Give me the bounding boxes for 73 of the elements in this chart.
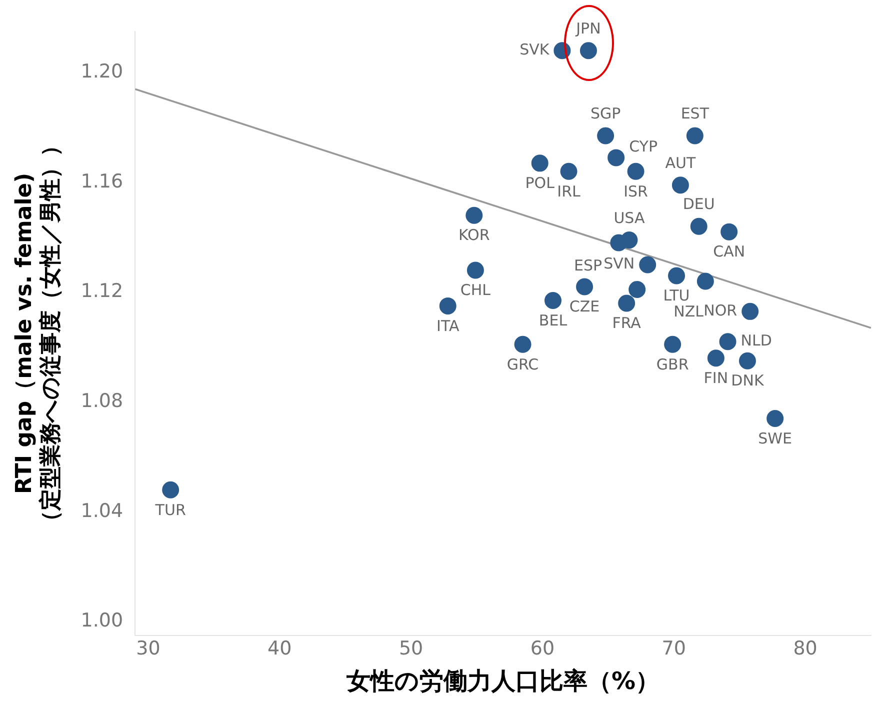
y-tick-label: 1.00 bbox=[80, 610, 124, 632]
point bbox=[696, 272, 714, 290]
point bbox=[620, 232, 638, 249]
point bbox=[719, 333, 736, 350]
annotation: NOR bbox=[704, 301, 738, 320]
y-axis-title: RTI gap（male vs. female) （定型業務への従事度（女性／男性）） bbox=[12, 134, 64, 532]
y-tick-label: 1.20 bbox=[80, 60, 124, 83]
point bbox=[668, 267, 686, 284]
annotation: CHL bbox=[460, 281, 492, 300]
annotation: LTU bbox=[663, 286, 690, 305]
annotation: BEL bbox=[538, 311, 568, 330]
y-tick-label: 1.16 bbox=[80, 170, 124, 192]
annotation: FRA bbox=[612, 314, 642, 332]
point bbox=[664, 336, 682, 353]
annotation: TUR bbox=[154, 500, 186, 519]
annotation: NZL bbox=[674, 302, 704, 321]
point bbox=[672, 176, 689, 194]
point bbox=[628, 280, 646, 298]
point bbox=[618, 294, 636, 312]
point bbox=[466, 262, 484, 279]
annotation: GRC bbox=[506, 355, 539, 374]
point bbox=[690, 218, 708, 235]
annotation: NLD bbox=[740, 332, 772, 350]
point bbox=[597, 127, 614, 144]
y-tick-label: 1.12 bbox=[80, 280, 124, 302]
point bbox=[439, 297, 456, 314]
point bbox=[766, 410, 784, 428]
annotation: SWE bbox=[758, 429, 792, 448]
point bbox=[580, 42, 597, 60]
annotation: DNK bbox=[731, 372, 765, 390]
annotation: DEU bbox=[682, 195, 715, 214]
annotation: ESP bbox=[574, 256, 602, 275]
y-tick-label: 1.08 bbox=[80, 390, 124, 412]
annotation: SVK bbox=[520, 40, 550, 59]
point bbox=[686, 127, 704, 144]
annotation: ITA bbox=[436, 316, 460, 335]
x-tick-label: 80 bbox=[793, 638, 818, 660]
annotation: SVN bbox=[604, 254, 635, 273]
point bbox=[560, 162, 578, 180]
x-axis-title: 女性の労働力人口比率（%） bbox=[346, 666, 660, 695]
point bbox=[707, 350, 724, 367]
annotation: SGP bbox=[590, 104, 621, 123]
point bbox=[531, 154, 548, 172]
point bbox=[627, 162, 644, 180]
point bbox=[466, 206, 483, 224]
annotation: CYP bbox=[629, 138, 658, 156]
annotation: POL bbox=[525, 174, 556, 192]
annotation: EST bbox=[680, 104, 710, 123]
annotation: GBR bbox=[656, 355, 689, 374]
annotation: AUT bbox=[665, 154, 696, 172]
point bbox=[720, 223, 738, 240]
x-tick-label: 50 bbox=[398, 638, 424, 660]
annotation: ISR bbox=[624, 182, 648, 200]
point bbox=[639, 256, 656, 274]
annotation: CAN bbox=[713, 242, 746, 261]
x-tick-label: 60 bbox=[530, 638, 555, 660]
annotation: KOR bbox=[458, 226, 490, 244]
annotation: FIN bbox=[704, 369, 728, 387]
point bbox=[608, 149, 625, 166]
point bbox=[742, 302, 759, 320]
point bbox=[544, 292, 562, 309]
annotation: IRL bbox=[557, 182, 581, 200]
point bbox=[738, 352, 756, 370]
x-tick-label: 70 bbox=[662, 638, 686, 660]
y-tick-label: 1.04 bbox=[80, 500, 124, 522]
annotation: CZE bbox=[569, 298, 600, 316]
x-tick-label: 30 bbox=[136, 638, 160, 660]
annotation: JPN bbox=[575, 20, 601, 38]
annotation: USA bbox=[614, 208, 646, 227]
point bbox=[514, 336, 532, 353]
point bbox=[162, 481, 180, 498]
x-tick-label: 40 bbox=[268, 638, 292, 660]
point bbox=[576, 278, 594, 296]
